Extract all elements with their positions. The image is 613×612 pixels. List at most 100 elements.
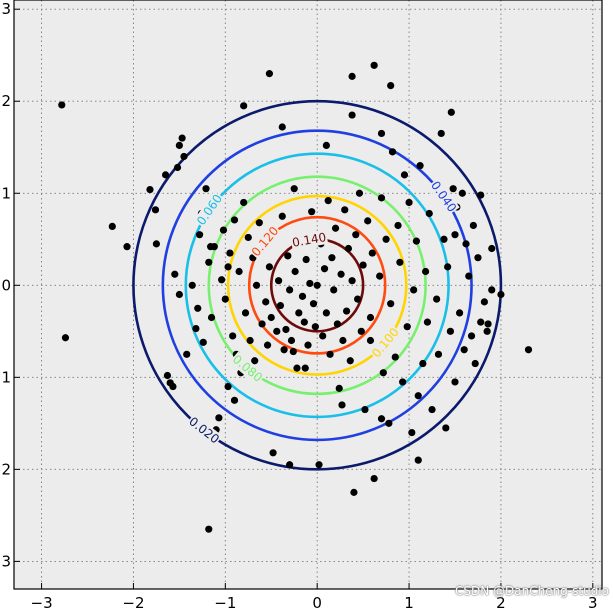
scatter-point [278, 123, 286, 131]
scatter-point [252, 281, 261, 289]
scatter-point [437, 129, 445, 138]
scatter-point [322, 309, 330, 317]
scatter-point [377, 129, 386, 138]
scatter-point [301, 364, 309, 372]
x-tick-label-1: −2 [122, 594, 144, 612]
scatter-point [169, 382, 177, 391]
scatter-point [309, 300, 318, 308]
scatter-point [289, 347, 297, 356]
scatter-point [434, 350, 443, 358]
scatter-point [425, 209, 433, 218]
scatter-point [344, 244, 353, 253]
scatter-point [471, 359, 479, 368]
y-tick-label-2: −1 [0, 368, 11, 386]
contour-label-bg-2 [193, 191, 226, 229]
scatter-point [341, 206, 349, 214]
scatter-point [269, 449, 277, 457]
x-tick-label-4: 1 [404, 594, 414, 612]
scatter-point [183, 350, 191, 358]
scatter-point [313, 281, 321, 289]
scatter-point [192, 324, 200, 333]
scatter-point [442, 424, 450, 432]
scatter-point [497, 290, 505, 299]
scatter-point [408, 428, 416, 437]
scatter-point [335, 384, 343, 392]
scatter-point [306, 279, 314, 288]
scatter-point [224, 382, 232, 391]
scatter-point [350, 488, 358, 496]
contour-label-bg-1 [427, 177, 460, 216]
scatter-point [346, 357, 354, 365]
scatter-point [221, 295, 229, 303]
scatter-point [205, 525, 213, 533]
scatter-point [146, 185, 154, 194]
scatter-point [290, 185, 298, 193]
plot-frame [13, 0, 603, 590]
scatter-point [414, 392, 422, 400]
scatter-point [387, 300, 395, 308]
scatter-point [163, 371, 172, 380]
scatter-point [298, 292, 307, 300]
scatter-point [467, 332, 476, 340]
scatter-point [195, 231, 204, 239]
contour-line-2 [184, 152, 450, 419]
scatter-point [226, 249, 234, 257]
scatter-point [278, 212, 286, 220]
scatter-point [178, 134, 186, 142]
scatter-point [251, 357, 259, 365]
scatter-point [240, 102, 248, 110]
scatter-point [399, 378, 407, 386]
scatter-point [451, 378, 459, 386]
scatter-point [302, 255, 310, 264]
scatter-point [366, 336, 375, 345]
scatter-point [180, 152, 188, 161]
scatter-point [444, 263, 452, 271]
scatter-point [342, 307, 351, 315]
scatter-point [451, 231, 459, 239]
scatter-point [377, 194, 386, 202]
scatter-point [263, 341, 272, 349]
scatter-point [361, 405, 369, 414]
scatter-point [175, 141, 183, 150]
contour-label-bg-3 [229, 351, 266, 386]
scatter-point [455, 309, 464, 317]
scatter-point [469, 221, 477, 230]
scatter-point [235, 267, 243, 276]
scatter-point [123, 243, 131, 251]
x-tick-label-3: 0 [312, 594, 322, 612]
scatter-point [255, 219, 263, 227]
scatter-point [366, 313, 375, 322]
contour-line-0 [132, 99, 503, 471]
scatter-point [483, 327, 491, 335]
scatter-point [428, 405, 436, 414]
scatter-point [265, 70, 274, 78]
y-tick-label-4: 1 [1, 184, 11, 202]
scatter-point [108, 222, 116, 230]
scatter-point [230, 396, 239, 404]
scatter-point [267, 313, 275, 322]
scatter-point [484, 320, 492, 328]
scatter-point [440, 235, 448, 243]
scatter-point [275, 277, 283, 285]
scatter-point [215, 414, 223, 422]
scatter-point [300, 318, 308, 326]
scatter-point [151, 206, 160, 214]
scatter-point [188, 281, 196, 289]
scatter-point [205, 258, 213, 266]
scatter-point [218, 276, 226, 284]
scatter-point [379, 369, 387, 377]
x-tick-label-6: 3 [588, 594, 598, 612]
scatter-point [152, 240, 161, 248]
scatter-point [364, 217, 372, 225]
scatter-point [173, 163, 182, 172]
scatter-point [320, 265, 329, 273]
y-tick-label-3: 0 [1, 276, 11, 294]
scatter-points [58, 61, 533, 533]
scatter-point [207, 313, 216, 322]
scatter-point [474, 254, 482, 262]
scatter-point [477, 191, 485, 199]
scatter-point [276, 301, 285, 310]
scatter-point [348, 72, 356, 80]
scatter-point [199, 338, 207, 346]
y-tick-label-5: 2 [1, 92, 11, 110]
